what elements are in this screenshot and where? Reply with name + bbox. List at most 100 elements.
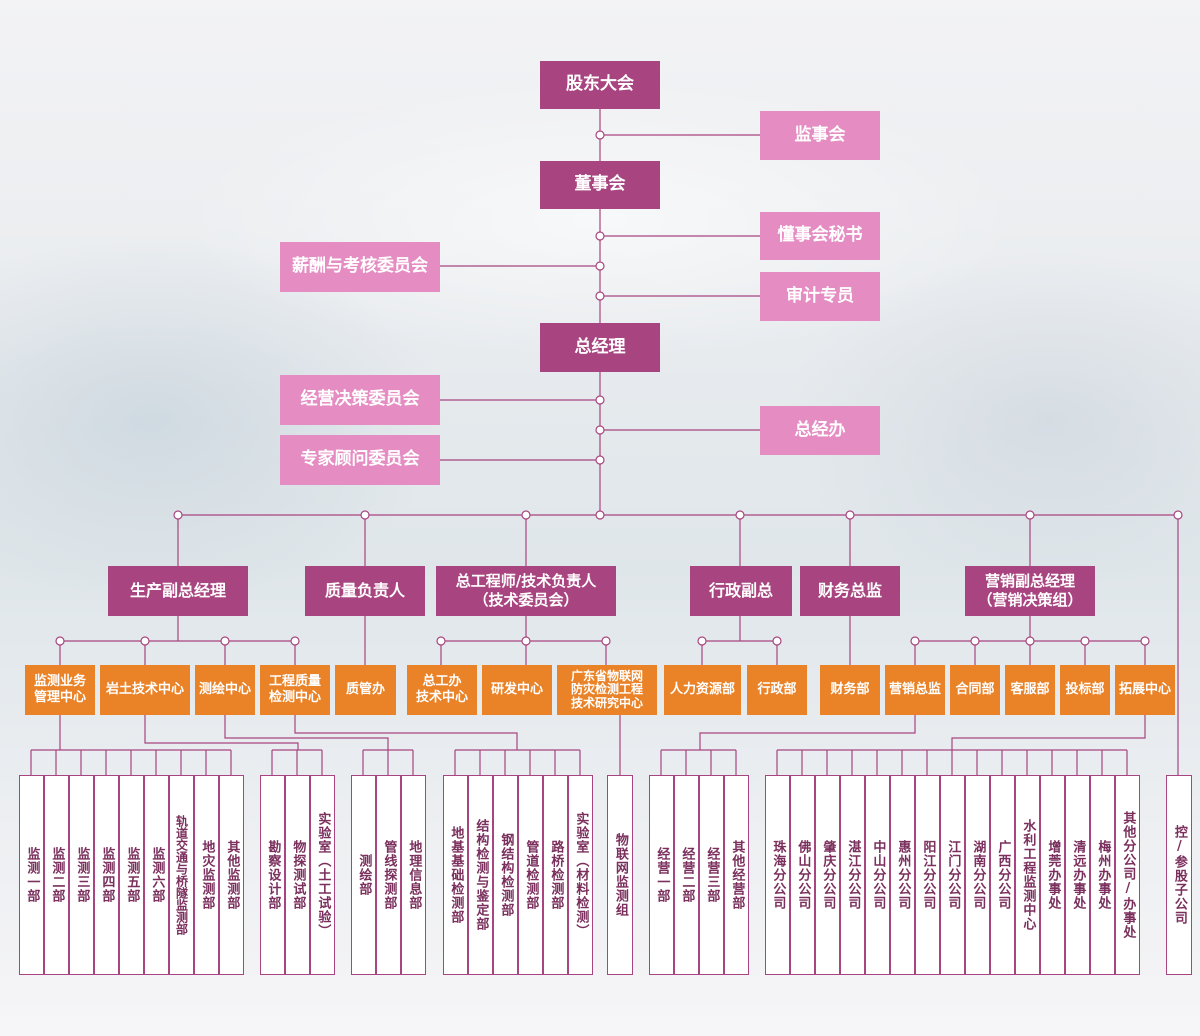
leaf-unit-branches: 清远办事处	[1065, 775, 1090, 975]
leaf-unit-label: 勘察设计部	[265, 840, 281, 910]
leaf-unit-business: 经营三部	[699, 775, 724, 975]
gm-office-box: 总经办	[760, 406, 880, 455]
leaf-unit-label: 其他经营部	[729, 840, 745, 910]
leaf-unit-geotech: 物探测试部	[285, 775, 310, 975]
leaf-unit-label: 钢结构检测部	[498, 833, 514, 917]
contract-dept-box: 合同部	[950, 665, 1000, 715]
leaf-unit-label: 物联网监测组	[612, 833, 628, 917]
marketing-vp-box: 营销副总经理 （营销决策组）	[965, 566, 1095, 616]
hr-dept-box: 人力资源部	[664, 665, 741, 715]
finance-director-box: 财务总监	[800, 566, 900, 616]
supervisory-board-box: 监事会	[760, 111, 880, 160]
leaf-unit-label: 梅州办事处	[1095, 840, 1111, 910]
leaf-unit-branches: 增莞办事处	[1040, 775, 1065, 975]
leaf-unit-survey: 测绘部	[351, 775, 376, 975]
leaf-unit-label: 管线探测部	[381, 840, 397, 910]
service-dept-box: 客服部	[1005, 665, 1055, 715]
leaf-unit-label: 江门分公司	[945, 840, 961, 910]
admin-vp-box: 行政副总	[690, 566, 792, 616]
expert-committee-box: 专家顾问委员会	[280, 435, 440, 485]
leaf-unit-geotech: 实验室（土工试验）	[310, 775, 335, 975]
leaf-unit-label: 监测二部	[49, 847, 65, 903]
business-committee-box: 经营决策委员会	[280, 375, 440, 425]
leaf-unit-label: 轨道交通与桥隧监测部	[174, 815, 189, 935]
leaf-unit-iot: 物联网监测组	[607, 775, 633, 975]
leaf-unit-label: 水利工程监测中心	[1020, 819, 1036, 931]
shareholders-meeting-box: 股东大会	[540, 61, 660, 109]
leaf-unit-monitor: 监测五部	[119, 775, 144, 975]
leaf-unit-monitor: 监测二部	[44, 775, 69, 975]
leaf-unit-branches: 广西分公司	[990, 775, 1015, 975]
general-manager-box: 总经理	[540, 323, 660, 372]
leaf-unit-label: 监测三部	[74, 847, 90, 903]
leaf-unit-branches: 阳江分公司	[915, 775, 940, 975]
leaf-unit-business: 经营一部	[649, 775, 674, 975]
leaf-unit-business: 经营二部	[674, 775, 699, 975]
leaf-unit-label: 增莞办事处	[1045, 840, 1061, 910]
leaf-unit-label: 经营二部	[679, 847, 695, 903]
leaf-unit-business: 其他经营部	[724, 775, 749, 975]
leaf-unit-label: 广西分公司	[995, 840, 1011, 910]
leaf-unit-label: 其他分公司/办事处	[1120, 811, 1136, 939]
leaf-unit-label: 监测一部	[24, 847, 40, 903]
leaf-unit-monitor: 监测六部	[144, 775, 169, 975]
leaf-unit-label: 佛山分公司	[795, 840, 811, 910]
leaf-unit-holding: 控/参股子公司	[1166, 775, 1192, 975]
leaf-unit-quality: 地基基础检测部	[443, 775, 468, 975]
leaf-unit-monitor: 轨道交通与桥隧监测部	[169, 775, 194, 975]
marketing-director-box: 营销总监	[885, 665, 945, 715]
leaf-unit-label: 实验室（材料检测）	[573, 812, 589, 938]
leaf-unit-label: 路桥检测部	[548, 840, 564, 910]
expansion-center-box: 拓展中心	[1115, 665, 1175, 715]
rnd-center-box: 研发中心	[482, 665, 552, 715]
leaf-unit-quality: 结构检测与鉴定部	[468, 775, 493, 975]
leaf-unit-label: 中山分公司	[870, 840, 886, 910]
production-vp-box: 生产副总经理	[108, 566, 248, 616]
leaf-unit-label: 地基基础检测部	[448, 826, 464, 924]
leaf-unit-branches: 梅州办事处	[1090, 775, 1115, 975]
leaf-unit-branches: 湛江分公司	[840, 775, 865, 975]
leaf-unit-label: 清远办事处	[1070, 840, 1086, 910]
leaf-unit-label: 测绘部	[356, 854, 372, 896]
leaf-unit-quality: 钢结构检测部	[493, 775, 518, 975]
leaf-unit-label: 肇庆分公司	[820, 840, 836, 910]
finance-dept-box: 财务部	[820, 665, 880, 715]
compensation-committee-box: 薪酬与考核委员会	[280, 242, 440, 292]
chief-engineer-office-box: 总工办 技术中心	[407, 665, 477, 715]
quality-head-box: 质量负责人	[305, 566, 425, 616]
leaf-unit-label: 其他监测部	[224, 840, 240, 910]
leaf-unit-label: 地灾监测部	[199, 840, 215, 910]
leaf-unit-label: 控/参股子公司	[1171, 825, 1187, 925]
leaf-unit-branches: 中山分公司	[865, 775, 890, 975]
leaf-unit-label: 湛江分公司	[845, 840, 861, 910]
leaf-unit-label: 监测四部	[99, 847, 115, 903]
geotech-center-box: 岩土技术中心	[100, 665, 190, 715]
leaf-unit-label: 湖南分公司	[970, 840, 986, 910]
leaf-unit-label: 珠海分公司	[770, 840, 786, 910]
leaf-unit-quality: 路桥检测部	[543, 775, 568, 975]
leaf-unit-label: 监测六部	[149, 847, 165, 903]
leaf-unit-branches: 佛山分公司	[790, 775, 815, 975]
leaf-unit-branches: 肇庆分公司	[815, 775, 840, 975]
leaf-unit-survey: 管线探测部	[376, 775, 401, 975]
leaf-unit-branches: 其他分公司/办事处	[1115, 775, 1140, 975]
monitor-center-box: 监测业务 管理中心	[25, 665, 95, 715]
quality-test-center-box: 工程质量 检测中心	[260, 665, 330, 715]
leaf-unit-branches: 水利工程监测中心	[1015, 775, 1040, 975]
leaf-unit-monitor: 监测一部	[19, 775, 44, 975]
leaf-unit-branches: 江门分公司	[940, 775, 965, 975]
leaf-unit-monitor: 其他监测部	[219, 775, 244, 975]
board-of-directors-box: 董事会	[540, 161, 660, 209]
audit-specialist-box: 审计专员	[760, 272, 880, 321]
survey-center-box: 测绘中心	[195, 665, 255, 715]
leaf-unit-branches: 湖南分公司	[965, 775, 990, 975]
leaf-unit-branches: 惠州分公司	[890, 775, 915, 975]
leaf-unit-label: 物探测试部	[290, 840, 306, 910]
leaf-unit-label: 经营三部	[704, 847, 720, 903]
leaf-unit-geotech: 勘察设计部	[260, 775, 285, 975]
bid-dept-box: 投标部	[1060, 665, 1110, 715]
board-secretary-box: 懂事会秘书	[760, 212, 880, 260]
quality-office-box: 质管办	[335, 665, 396, 715]
junction-dots	[55, 130, 1183, 646]
